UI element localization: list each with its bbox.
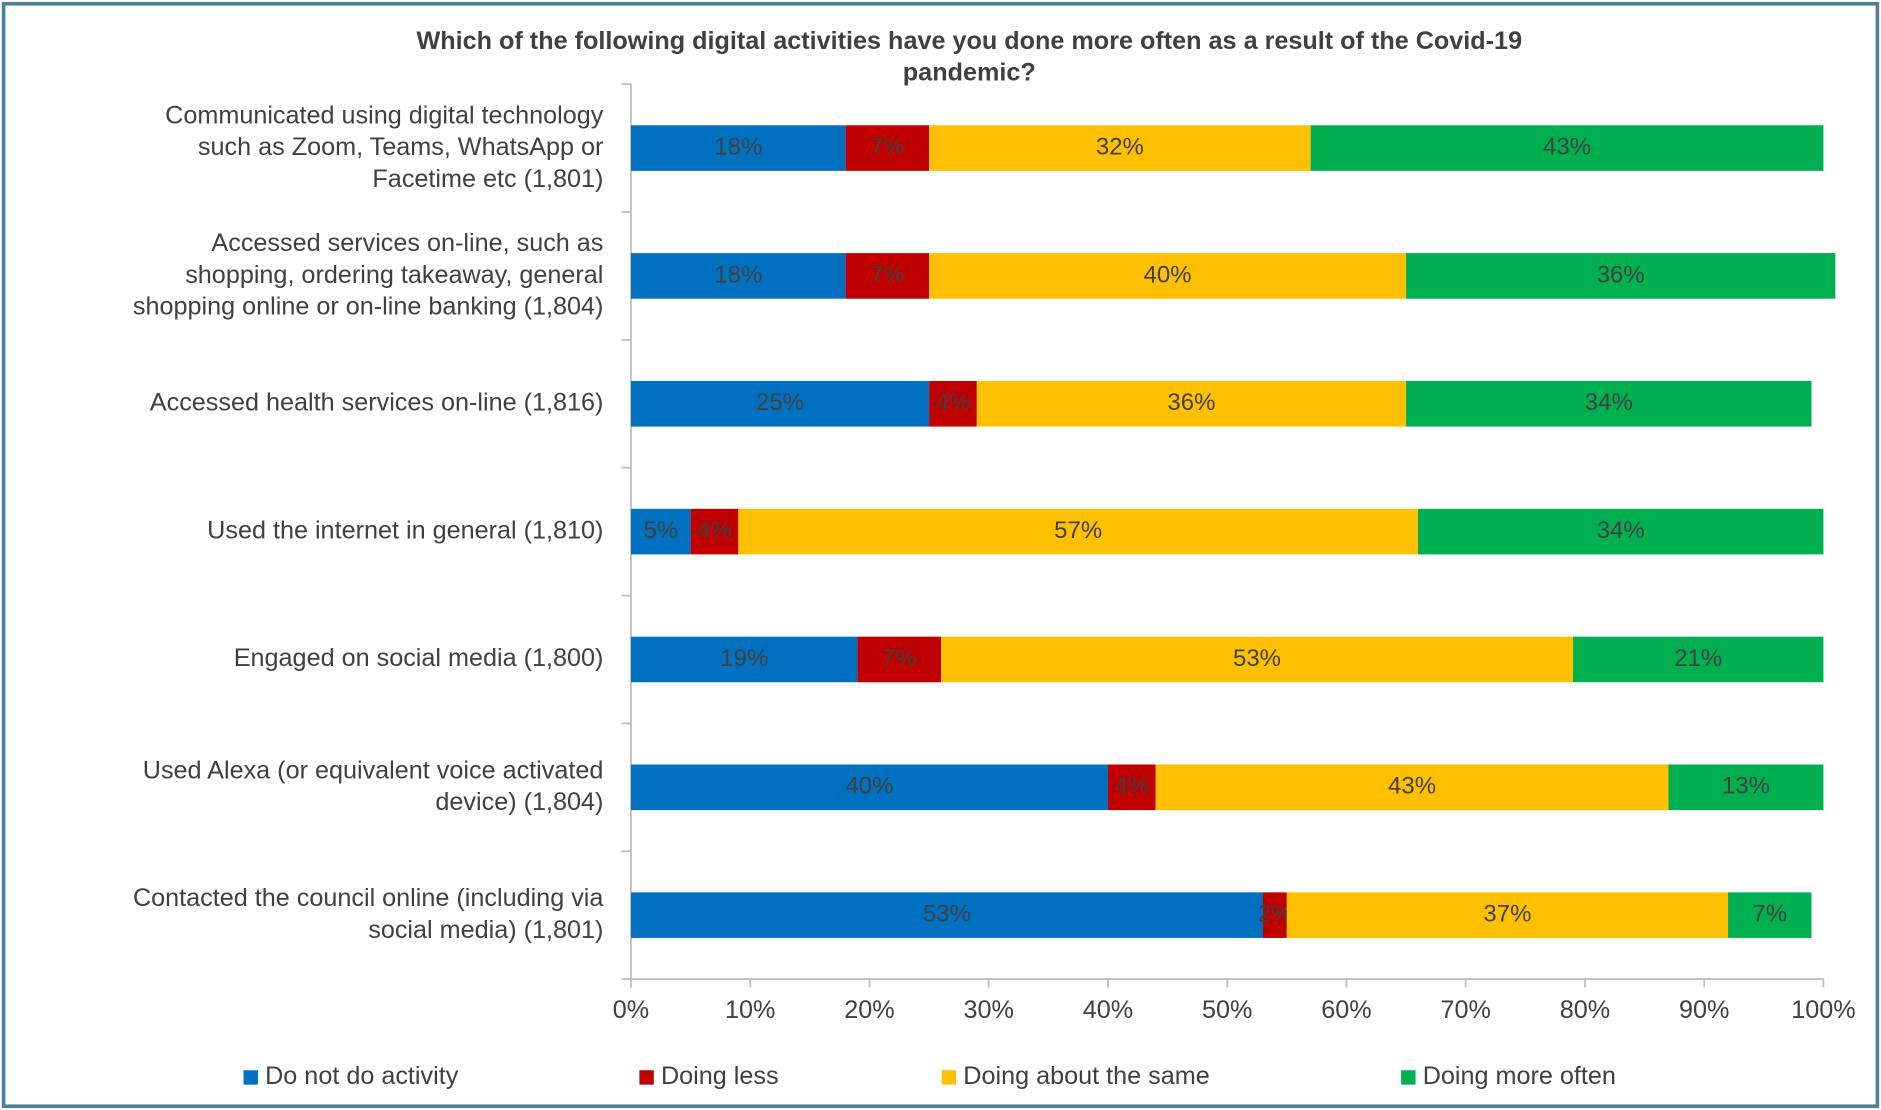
bar-segment	[929, 125, 1311, 171]
x-tick-label: 80%	[1560, 996, 1610, 1024]
bar-segment	[630, 636, 858, 683]
bar-segment	[845, 253, 930, 299]
bar-segment	[929, 380, 977, 427]
bar-segment	[1406, 253, 1836, 299]
legend-label: Doing more often	[1423, 1062, 1616, 1090]
x-tick-label: 10%	[725, 996, 775, 1024]
value-label: 36%	[1597, 261, 1645, 288]
value-label: 32%	[1096, 133, 1144, 160]
value-label: 18%	[714, 133, 762, 160]
legend-swatch	[941, 1070, 957, 1085]
value-label: 18%	[714, 261, 762, 288]
value-label: 43%	[1543, 133, 1591, 160]
value-label: 2%	[1258, 900, 1293, 927]
value-label: 43%	[1388, 773, 1436, 800]
bar-segment	[1728, 892, 1812, 938]
chart-title: Which of the following digital activitie…	[416, 27, 1522, 86]
value-label: 4%	[936, 389, 971, 416]
bar-segment	[1573, 636, 1824, 683]
bar-segment	[857, 636, 942, 683]
bar-segment	[630, 892, 1263, 938]
legend-label: Doing about the same	[963, 1062, 1209, 1090]
bar-segment	[1262, 892, 1287, 938]
value-label: 7%	[882, 645, 917, 672]
x-tick-label: 20%	[844, 996, 894, 1024]
value-label: 7%	[1752, 900, 1787, 927]
value-label: 40%	[845, 773, 893, 800]
value-label: 13%	[1722, 773, 1770, 800]
x-tick-label: 60%	[1321, 996, 1371, 1024]
value-label: 7%	[870, 261, 905, 288]
bar-segment	[630, 508, 691, 555]
value-label: 57%	[1054, 517, 1102, 544]
value-label: 4%	[697, 517, 732, 544]
bar-segment	[690, 508, 739, 555]
value-label: 34%	[1585, 389, 1633, 416]
bar-segment	[1668, 764, 1824, 811]
bar-segment	[630, 764, 1108, 811]
x-tick-label: 90%	[1679, 996, 1729, 1024]
value-label: 25%	[756, 389, 804, 416]
category-label: Used the internet in general (1,810)	[207, 516, 603, 544]
bar-segment	[1417, 508, 1824, 555]
legend-swatch	[1401, 1070, 1416, 1085]
value-label: 53%	[923, 900, 971, 927]
bar-segment	[630, 253, 846, 299]
bar-segment	[845, 125, 930, 171]
bar-segment	[1286, 892, 1729, 938]
bar-segment	[1107, 764, 1156, 811]
category-label: Engaged on social media (1,800)	[234, 644, 604, 672]
bar-segment	[1155, 764, 1669, 811]
bar-segment	[929, 253, 1407, 299]
bar-segment	[630, 380, 930, 427]
bar-segment	[941, 636, 1574, 683]
x-tick-label: 0%	[613, 996, 649, 1024]
category-label: Communicated using digital technology suc…	[165, 101, 604, 193]
bar-segment	[976, 380, 1407, 427]
value-label: 53%	[1233, 645, 1281, 672]
value-label: 5%	[643, 517, 678, 544]
x-tick-label: 30%	[964, 996, 1014, 1024]
value-label: 40%	[1144, 261, 1192, 288]
bar-segment	[630, 125, 846, 171]
value-label: 21%	[1674, 645, 1722, 672]
legend-swatch	[243, 1070, 258, 1085]
value-label: 7%	[870, 133, 905, 160]
x-tick-label: 40%	[1083, 996, 1133, 1024]
value-label: 36%	[1167, 389, 1215, 416]
value-label: 34%	[1597, 517, 1645, 544]
category-label: Used Alexa (or equivalent voice activate…	[143, 756, 604, 816]
value-label: 19%	[720, 645, 768, 672]
x-tick-label: 70%	[1440, 996, 1490, 1024]
x-tick-label: 100%	[1791, 996, 1855, 1024]
legend-label: Do not do activity	[265, 1062, 459, 1090]
value-label: 37%	[1483, 900, 1531, 927]
bar-segment	[738, 508, 1418, 555]
bar-segment	[1310, 125, 1824, 171]
category-label: Contacted the council online (including …	[133, 884, 604, 944]
legend-label: Doing less	[661, 1062, 779, 1090]
category-label: Accessed health services on-line (1,816)	[150, 388, 604, 416]
value-label: 4%	[1114, 773, 1149, 800]
legend-swatch	[639, 1070, 654, 1085]
x-tick-label: 50%	[1202, 996, 1252, 1024]
bar-segment	[1406, 380, 1812, 427]
category-label: Accessed services on-line, such as shoppi…	[133, 229, 604, 321]
